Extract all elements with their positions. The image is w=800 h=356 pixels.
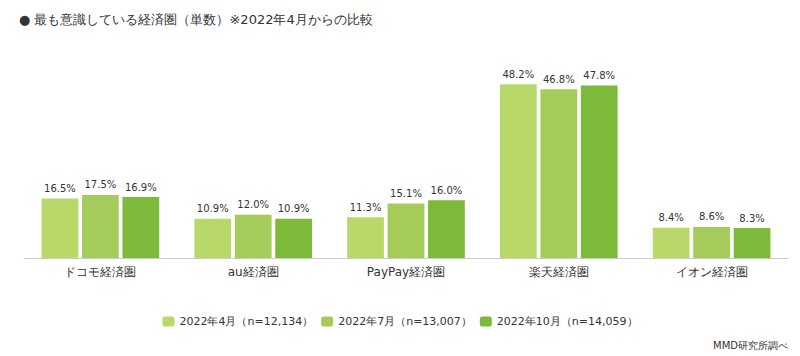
svg-text:2022年7月（n=13,007）: 2022年7月（n=13,007） (338, 315, 472, 328)
svg-text:46.8%: 46.8% (543, 74, 575, 85)
svg-text:MMD研究所調べ: MMD研究所調べ (713, 340, 788, 351)
svg-text:ドコモ経済圏: ドコモ経済圏 (64, 265, 136, 279)
svg-text:PayPay経済圏: PayPay経済圏 (367, 265, 445, 279)
svg-text:15.1%: 15.1% (390, 188, 422, 199)
svg-text:12.0%: 12.0% (237, 199, 269, 210)
svg-text:8.3%: 8.3% (739, 213, 764, 224)
svg-text:10.9%: 10.9% (278, 203, 310, 214)
svg-text:16.5%: 16.5% (44, 183, 76, 194)
svg-text:11.3%: 11.3% (350, 202, 382, 213)
svg-text:47.8%: 47.8% (583, 70, 615, 81)
svg-text:16.0%: 16.0% (431, 185, 463, 196)
svg-text:16.9%: 16.9% (125, 182, 157, 193)
svg-text:2022年10月（n=14,059）: 2022年10月（n=14,059） (497, 315, 638, 328)
svg-text:2022年4月（n=12,134）: 2022年4月（n=12,134） (179, 315, 313, 328)
svg-text:48.2%: 48.2% (502, 69, 534, 80)
svg-text:楽天経済圏: 楽天経済圏 (529, 265, 589, 279)
svg-text:10.9%: 10.9% (197, 203, 229, 214)
svg-text:イオン経済圏: イオン経済圏 (676, 265, 748, 279)
svg-text:8.6%: 8.6% (699, 211, 724, 222)
svg-text:au経済圏: au経済圏 (228, 265, 279, 279)
svg-text:● 最も意識している経済圏（単数）※2022年4月からの比較: ● 最も意識している経済圏（単数）※2022年4月からの比較 (19, 12, 373, 27)
svg-text:8.4%: 8.4% (658, 212, 683, 223)
svg-text:17.5%: 17.5% (85, 179, 117, 190)
